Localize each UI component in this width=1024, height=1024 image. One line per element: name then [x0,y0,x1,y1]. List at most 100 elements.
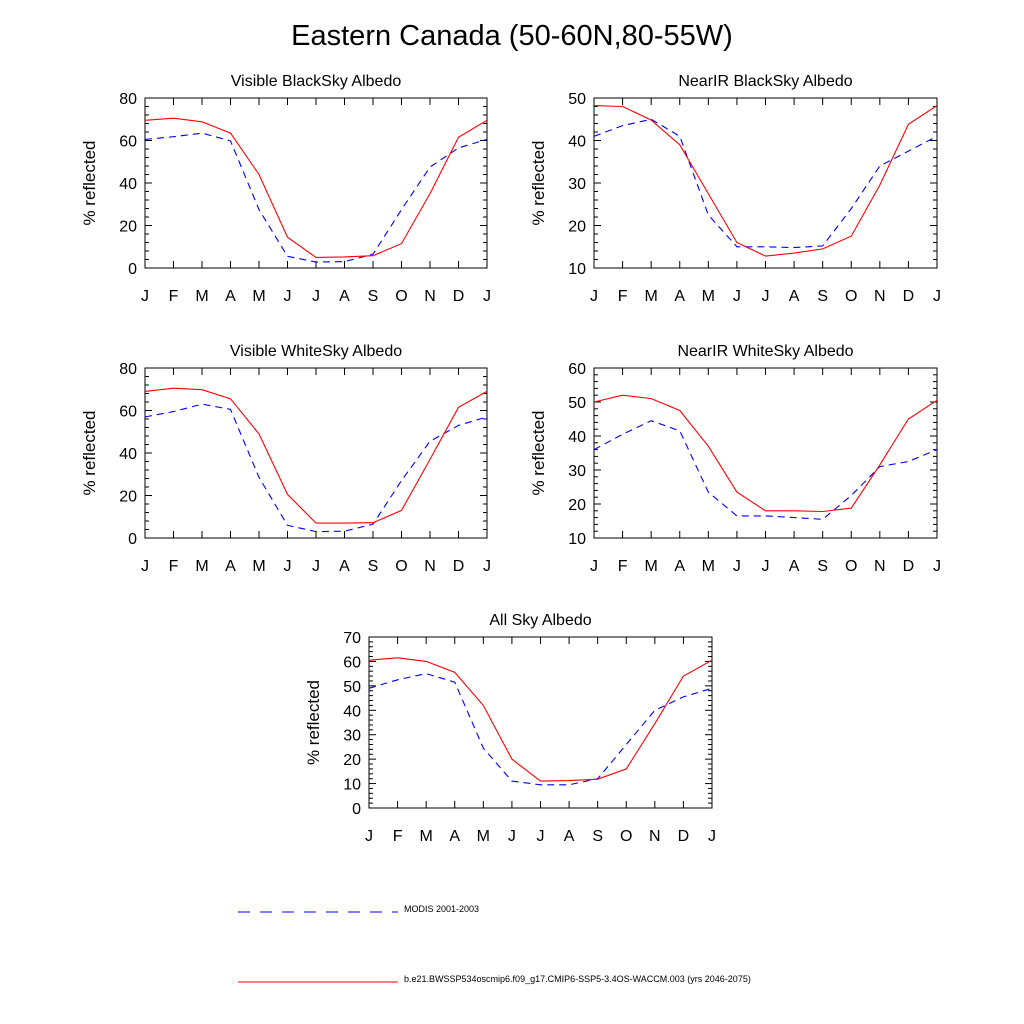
x-tick-label: M [702,558,715,575]
y-tick-label: 50 [568,395,586,412]
y-tick-label: 20 [568,497,586,514]
x-tick-label: M [702,288,715,305]
x-tick-label: M [645,558,658,575]
y-axis-label: % reflected [529,410,548,495]
x-tick-label: N [874,288,886,305]
y-tick-label: 10 [568,261,586,278]
x-tick-label: F [169,558,179,575]
x-tick-label: J [312,558,320,575]
y-axis-label: % reflected [80,410,99,495]
y-tick-label: 40 [119,176,137,193]
y-tick-label: 0 [128,531,137,548]
y-tick-label: 10 [568,531,586,548]
x-tick-label: J [537,828,545,845]
series-line-modis [593,420,938,520]
x-tick-label: J [733,288,741,305]
series-line-model [593,105,938,257]
chart-title: Visible BlackSky Albedo [231,73,402,90]
x-tick-label: D [453,558,465,575]
y-tick-label: 30 [568,463,586,480]
y-tick-label: 30 [568,176,586,193]
x-tick-label: J [708,828,716,845]
x-tick-label: M [252,558,265,575]
x-tick-label: D [678,828,690,845]
chart-panel-4: NearIR WhiteSky Albedo % reflected 10 20 30 4… [529,343,941,575]
x-tick-label: A [789,288,800,305]
x-tick-label: D [903,558,915,575]
y-tick-label: 80 [119,361,137,378]
y-tick-label: 20 [343,752,361,769]
y-axis-label: % reflected [80,140,99,225]
series-line-modis [144,132,488,263]
x-tick-label: D [903,288,915,305]
x-tick-label: A [789,558,800,575]
series-line-model [144,117,488,258]
y-tick-label: 40 [568,429,586,446]
x-tick-label: D [453,288,465,305]
legend-swatch-model [238,981,398,983]
x-tick-label: J [141,288,149,305]
x-tick-label: M [252,288,265,305]
x-tick-label: A [339,558,350,575]
x-tick-label: J [590,288,598,305]
x-tick-label: F [618,558,628,575]
chart-panel-2: NearIR BlackSky Albedo % reflected 10 20 30 4… [529,73,941,305]
x-tick-label: J [762,558,770,575]
chart-panel-3: Visible WhiteSky Albedo % reflected 0 20 40 6… [80,343,491,575]
x-tick-label: O [620,828,632,845]
y-tick-label: 60 [343,654,361,671]
y-tick-label: 60 [119,404,137,421]
x-tick-label: O [845,288,857,305]
y-tick-label: 50 [568,91,586,108]
x-tick-label: A [674,288,685,305]
y-tick-label: 20 [119,489,137,506]
chart-title: NearIR WhiteSky Albedo [677,343,853,360]
x-tick-label: M [420,828,433,845]
x-tick-label: J [733,558,741,575]
y-tick-label: 0 [352,801,361,818]
x-tick-label: F [393,828,403,845]
x-tick-label: J [312,288,320,305]
x-tick-label: A [339,288,350,305]
x-tick-label: J [762,288,770,305]
chart-panel-5: All Sky Albedo % reflected 0 10 20 30 40 50 60 70… [304,612,716,845]
x-tick-label: S [368,558,379,575]
x-tick-label: O [395,288,407,305]
x-tick-label: F [169,288,179,305]
chart-panel-1: Visible BlackSky Albedo % reflected 0 20 40 6… [80,73,491,305]
x-tick-label: J [933,558,941,575]
x-tick-label: A [564,828,575,845]
x-tick-label: A [225,288,236,305]
series-line-modis [368,673,713,786]
x-tick-label: N [424,558,436,575]
y-axis-label: % reflected [529,140,548,225]
x-tick-label: S [817,558,828,575]
y-tick-label: 80 [119,91,137,108]
x-tick-label: O [395,558,407,575]
x-tick-label: S [592,828,603,845]
y-tick-label: 20 [568,219,586,236]
x-tick-label: J [508,828,516,845]
y-axis-label: % reflected [304,680,323,765]
x-tick-label: N [649,828,661,845]
x-tick-label: J [483,558,491,575]
y-tick-label: 60 [568,361,586,378]
x-tick-label: A [225,558,236,575]
x-tick-label: O [845,558,857,575]
plot-frame [144,367,488,539]
legend-label-modis: MODIS 2001-2003 [404,904,480,914]
x-tick-label: N [874,558,886,575]
y-tick-label: 40 [343,703,361,720]
x-tick-label: S [817,288,828,305]
x-tick-label: M [645,288,658,305]
legend-swatch-modis [238,911,398,913]
x-tick-label: J [141,558,149,575]
y-tick-label: 20 [119,219,137,236]
series-line-modis [144,403,488,533]
y-tick-label: 50 [343,679,361,696]
x-tick-label: J [284,558,292,575]
x-tick-label: J [483,288,491,305]
chart-title: All Sky Albedo [489,612,591,629]
legend-label-model: b.e21.BWSSP534oscmip6.f09_g17.CMIP6-SSP5… [404,974,751,984]
